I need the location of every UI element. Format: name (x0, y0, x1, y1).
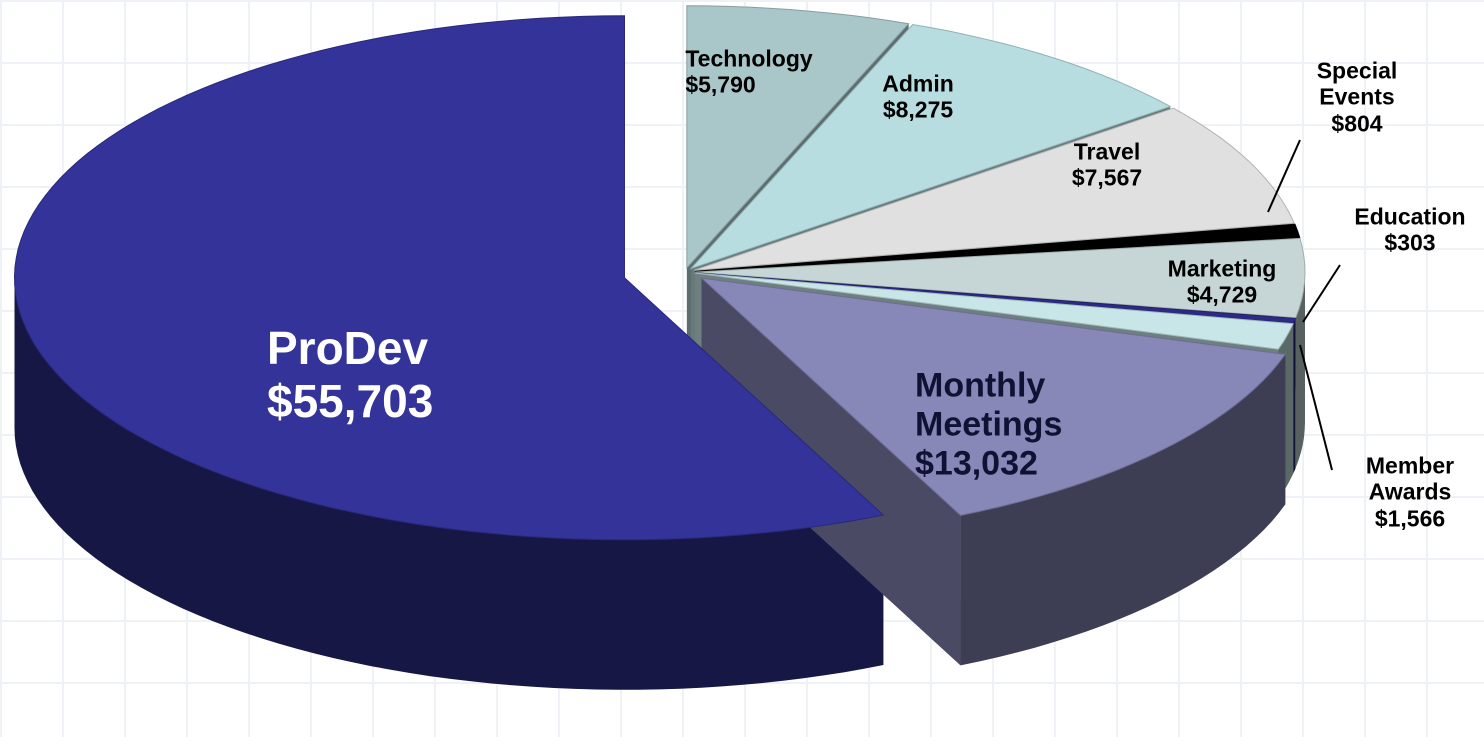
category-label: Education (1354, 203, 1466, 230)
value-label: $1,566 (1374, 505, 1446, 532)
slice (689, 23, 1172, 270)
value-label: $303 (1384, 230, 1436, 256)
slice (694, 237, 1306, 319)
slice (700, 277, 1287, 516)
value-label: $804 (1331, 110, 1383, 137)
data-label: Technology $5,790 (685, 46, 812, 99)
slice (686, 5, 910, 270)
value-label: $55,703 (267, 375, 434, 427)
slice (13, 15, 885, 541)
data-label: Monthly Meetings $13,032 (915, 366, 1115, 483)
pie-tops (13, 5, 1306, 541)
category-label: Marketing (1167, 255, 1277, 282)
category-label: Technology (685, 45, 813, 72)
value-label: $5,790 (685, 72, 756, 98)
leader-line (1267, 139, 1301, 213)
slice (693, 107, 1295, 271)
data-label: Travel $7,567 (1072, 139, 1142, 192)
slice-side (1293, 318, 1296, 474)
slice-side (960, 354, 1286, 666)
value-label: $13,032 (915, 444, 1038, 483)
category-label: Monthly Meetings (915, 366, 1063, 444)
category-label: Member Awards (1365, 452, 1455, 505)
data-label: Special Events $804 (1302, 57, 1412, 136)
slice (694, 272, 1294, 350)
leader-line (1299, 344, 1333, 471)
data-label: Member Awards $1,566 (1350, 452, 1470, 531)
data-label: ProDev $55,703 (267, 322, 527, 428)
data-label: Education $303 (1354, 204, 1465, 257)
data-label: Admin $8,275 (882, 71, 954, 124)
category-label: Admin (882, 70, 954, 97)
value-label: $7,567 (1071, 165, 1143, 191)
slice-side (14, 277, 884, 690)
category-label: ProDev (267, 322, 429, 375)
slice (694, 223, 1301, 272)
category-label: Travel (1073, 138, 1141, 165)
category-label: Special Events (1316, 57, 1398, 110)
value-label: $8,275 (882, 97, 954, 123)
data-label: Marketing $4,729 (1168, 256, 1277, 309)
leader-line (1302, 264, 1341, 323)
value-label: $4,729 (1186, 282, 1258, 308)
